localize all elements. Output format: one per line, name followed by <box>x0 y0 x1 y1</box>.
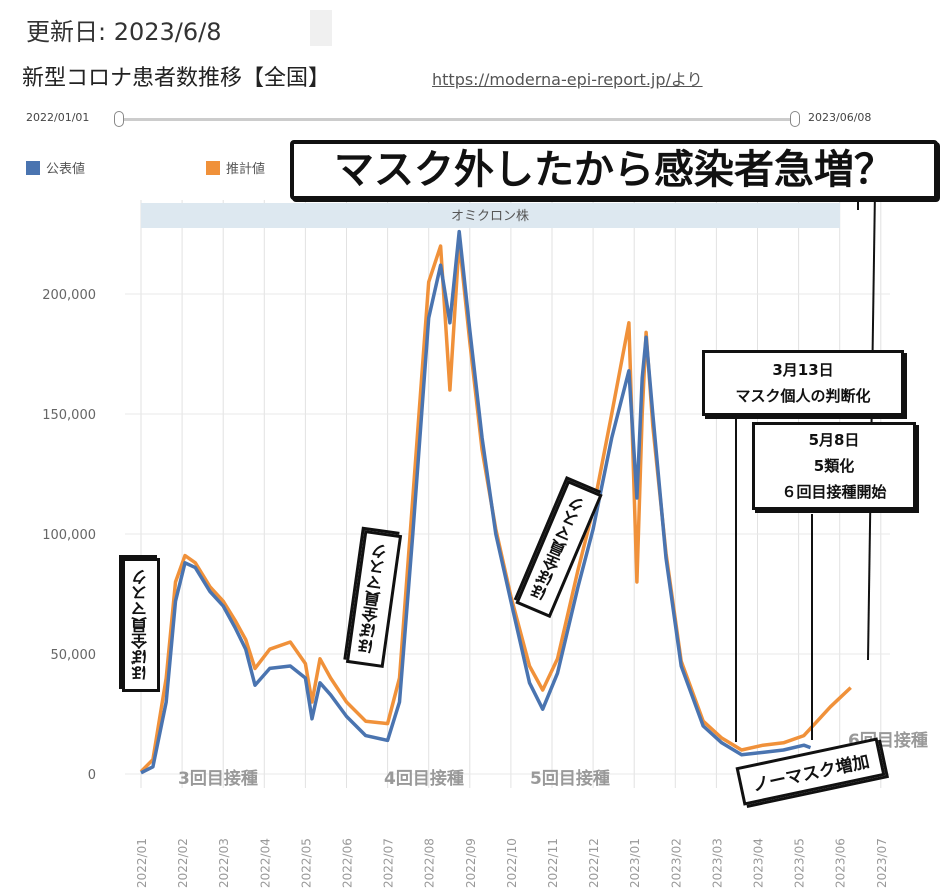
dose4-label: 4回目接種 <box>384 769 464 789</box>
y-tick-label: 100,000 <box>42 528 96 543</box>
legend-label: 推計値 <box>226 162 266 177</box>
x-tick-label: 2023/03 <box>710 838 724 888</box>
x-tick-label: 2022/01 <box>135 838 149 888</box>
y-tick-label: 0 <box>88 768 96 783</box>
x-tick-label: 2023/04 <box>752 838 766 888</box>
callout-date: 3月13日 <box>772 361 834 379</box>
callout-text: 5類化 <box>813 457 855 475</box>
callout-mar13: 3月13日 マスク個人の判断化 <box>702 350 904 416</box>
x-tick-label: 2022/02 <box>176 838 190 888</box>
legend-swatch-estimated <box>206 160 220 175</box>
x-tick-label: 2022/09 <box>464 838 478 888</box>
redacted-box <box>310 10 332 46</box>
x-tick-label: 2022/03 <box>217 838 231 888</box>
callout-text: マスク個人の判断化 <box>735 387 871 405</box>
x-tick-label: 2023/06 <box>834 838 848 888</box>
legend-official[interactable]: 公表値 <box>26 158 85 177</box>
range-end-label: 2023/06/08 <box>808 111 872 124</box>
omicron-band <box>141 203 840 228</box>
y-tick-label: 50,000 <box>51 648 97 663</box>
date-range-slider[interactable] <box>122 118 792 121</box>
dose3-label: 3回目接種 <box>178 769 258 789</box>
range-end-handle[interactable] <box>790 111 800 127</box>
range-start-handle[interactable] <box>114 111 124 127</box>
callout-may8: 5月8日 5類化 ６回目接種開始 <box>752 422 916 510</box>
headline-callout: マスク外したから感染者急増？ <box>290 140 938 200</box>
omicron-band-label: オミクロン株 <box>451 209 529 224</box>
series-line-official <box>140 229 812 775</box>
dose5-label: 5回目接種 <box>530 769 610 789</box>
x-tick-label: 2022/08 <box>423 838 437 888</box>
x-tick-label: 2022/06 <box>341 838 355 888</box>
x-tick-label: 2022/05 <box>299 838 313 888</box>
legend-swatch-official <box>26 160 40 175</box>
source-link[interactable]: https://moderna-epi-report.jp/より <box>432 70 703 89</box>
range-start-label: 2022/01/01 <box>26 111 90 124</box>
x-tick-label: 2023/01 <box>628 838 642 888</box>
x-tick-label: 2023/07 <box>875 838 889 888</box>
mask-label-1: ほぼ全員マスク <box>122 558 160 692</box>
updated-date: 更新日: 2023/6/8 <box>26 18 222 46</box>
callout-text: ６回目接種開始 <box>781 483 887 501</box>
legend-label: 公表値 <box>46 162 86 177</box>
x-tick-label: 2023/02 <box>669 838 683 888</box>
y-tick-label: 150,000 <box>42 408 96 423</box>
callout-date: 5月8日 <box>808 431 860 449</box>
x-tick-label: 2022/07 <box>382 838 396 888</box>
x-tick-label: 2023/05 <box>793 838 807 888</box>
x-tick-label: 2022/11 <box>546 838 560 888</box>
x-tick-label: 2022/04 <box>258 838 272 888</box>
page-title: 新型コロナ患者数推移【全国】 <box>22 66 331 91</box>
legend-estimated[interactable]: 推計値 <box>206 158 265 177</box>
x-tick-label: 2022/12 <box>587 838 601 888</box>
x-tick-label: 2022/10 <box>505 838 519 888</box>
y-tick-label: 200,000 <box>42 288 96 303</box>
series-line-estimated <box>139 239 852 773</box>
